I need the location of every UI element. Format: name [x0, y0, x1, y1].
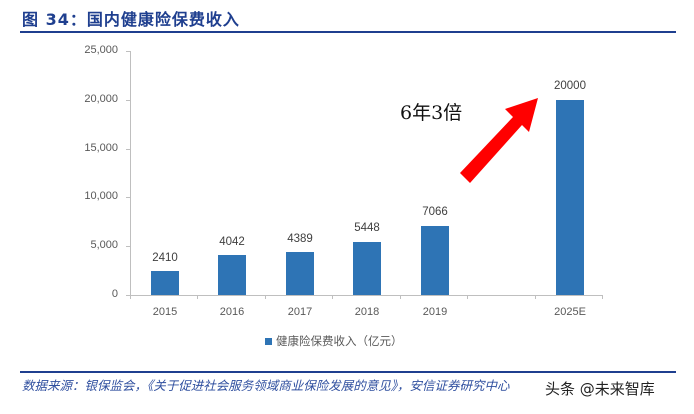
x-tick-mark	[332, 295, 333, 299]
data-label: 5448	[354, 222, 380, 234]
x-tick-mark	[265, 295, 266, 299]
y-tick-label: 10,000	[84, 190, 118, 202]
y-tick-mark	[126, 246, 130, 247]
y-tick-mark	[126, 197, 130, 198]
x-tick-label: 2015	[152, 306, 178, 318]
legend-label: 健康险保费收入（亿元）	[276, 334, 403, 348]
bar-2015	[151, 271, 179, 295]
legend: 健康险保费收入（亿元）	[265, 333, 403, 349]
bar-2017	[286, 252, 314, 295]
x-tick-label: 2018	[354, 306, 380, 318]
x-axis	[130, 295, 603, 296]
x-tick-mark	[197, 295, 198, 299]
growth-annotation: 6年3倍	[400, 102, 463, 124]
data-source: 数据来源：银保监会，《关于促进社会服务领域商业保险发展的意见》，安信证券研究中心	[22, 378, 510, 393]
y-tick-label: 0	[111, 288, 118, 300]
data-label: 4042	[219, 236, 245, 248]
y-tick-label: 25,000	[84, 44, 118, 56]
figure-title: 图 34：国内健康险保费收入	[22, 10, 240, 29]
y-tick-label: 20,000	[84, 93, 118, 105]
watermark: 头条 @未来智库	[545, 380, 655, 398]
y-tick-mark	[126, 149, 130, 150]
y-axis	[130, 51, 131, 296]
y-tick-mark	[126, 51, 130, 52]
y-tick-mark	[126, 100, 130, 101]
x-tick-mark	[467, 295, 468, 299]
x-tick-label: 2017	[287, 306, 313, 318]
legend-swatch	[265, 337, 272, 345]
x-tick-label: 2019	[422, 306, 448, 318]
bar-2018	[353, 242, 381, 295]
y-tick-label: 15,000	[84, 142, 118, 154]
x-tick-mark	[535, 295, 536, 299]
y-tick-mark	[126, 295, 130, 296]
x-tick-mark	[130, 295, 131, 299]
x-tick-mark	[400, 295, 401, 299]
y-tick-label: 5,000	[90, 239, 118, 251]
data-label: 20000	[554, 80, 586, 92]
bar-2019	[421, 226, 449, 295]
bar-2025E	[556, 100, 584, 295]
data-label: 7066	[422, 206, 448, 218]
title-underline	[20, 31, 676, 33]
data-label: 2410	[152, 252, 178, 264]
red-up-arrow-icon	[460, 98, 538, 183]
data-label: 4389	[287, 233, 313, 245]
x-tick-label: 2016	[219, 306, 245, 318]
x-tick-label: 2025E	[554, 306, 586, 318]
bar-2016	[218, 255, 246, 295]
source-rule	[20, 371, 328, 373]
x-tick-mark	[602, 295, 603, 299]
source-rule	[328, 371, 676, 373]
